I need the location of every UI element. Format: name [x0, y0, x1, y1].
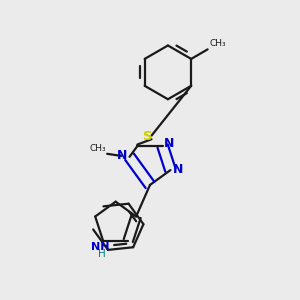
Text: CH₃: CH₃: [90, 144, 106, 153]
Text: N: N: [117, 149, 128, 162]
Text: CH₃: CH₃: [209, 39, 226, 48]
Text: H: H: [98, 249, 105, 259]
Text: N: N: [164, 137, 174, 150]
Text: NH: NH: [92, 242, 110, 252]
Text: S: S: [143, 130, 153, 143]
Text: N: N: [172, 163, 183, 176]
